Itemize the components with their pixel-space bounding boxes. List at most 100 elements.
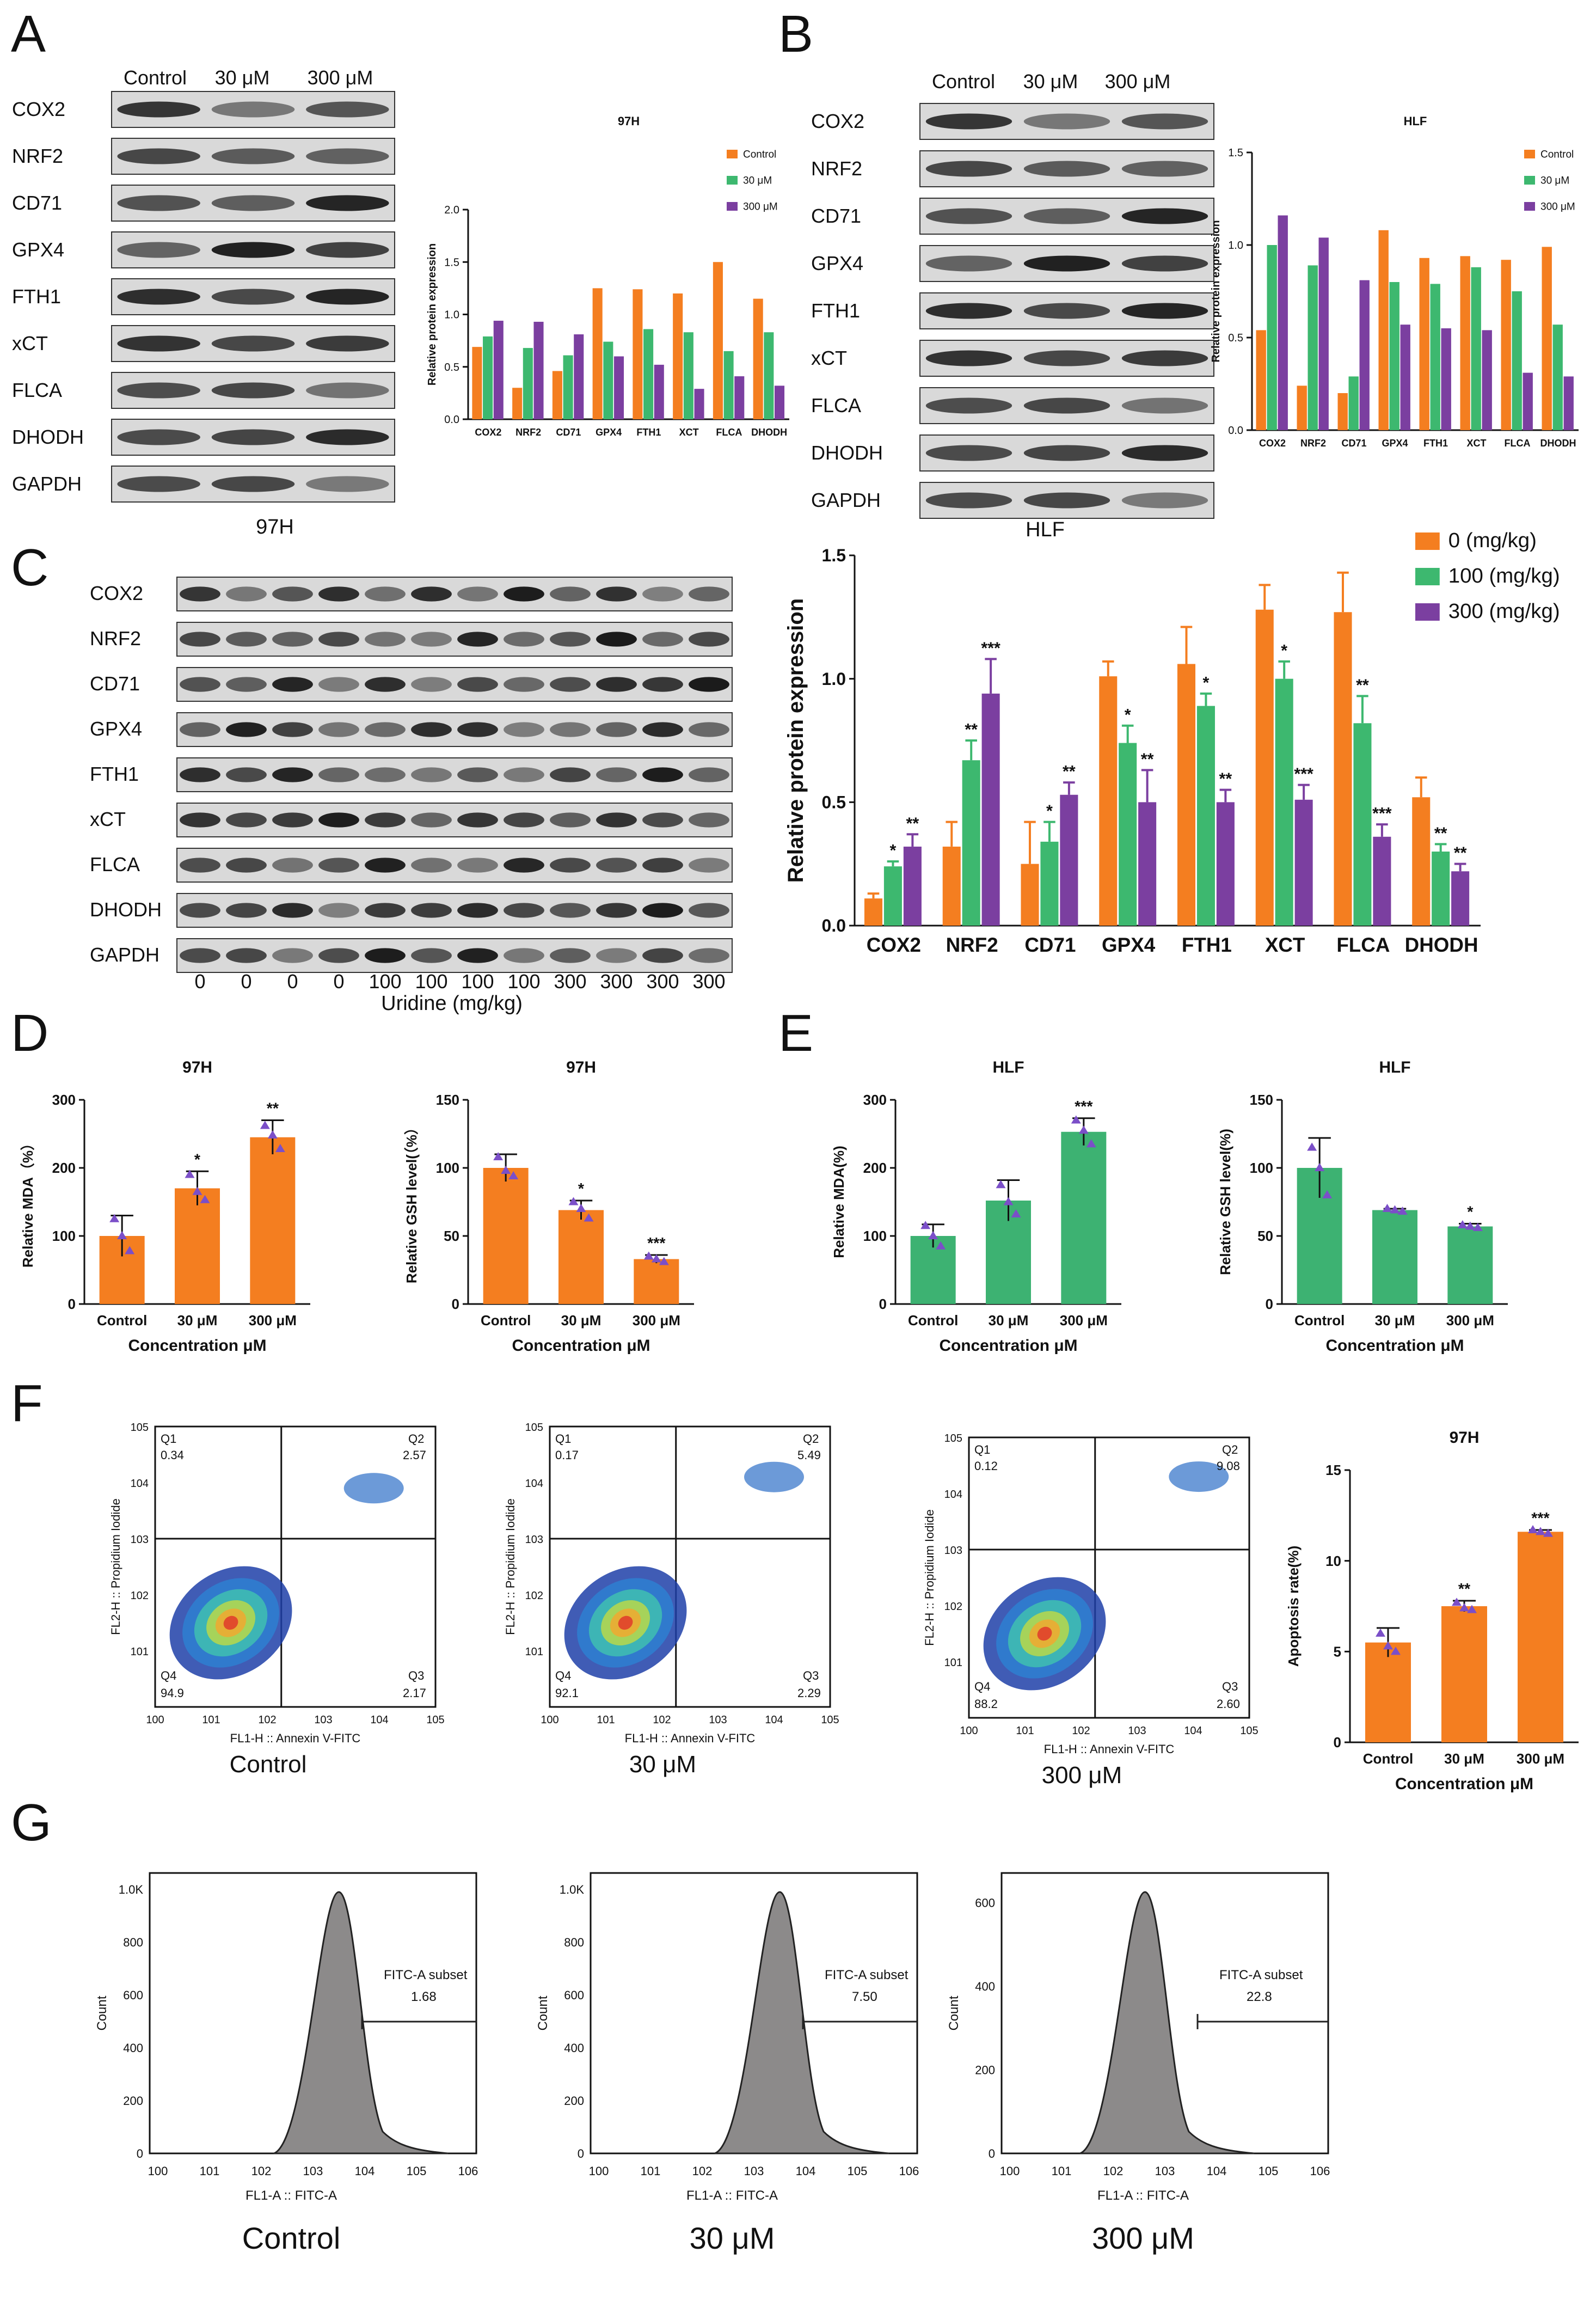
blot-band <box>365 722 406 737</box>
blot-band <box>596 722 637 737</box>
bar <box>1373 836 1391 926</box>
bar <box>1099 676 1118 926</box>
bar <box>1348 376 1359 430</box>
blot-band <box>226 903 267 918</box>
quadrant-name: Q2 <box>408 1432 424 1446</box>
x-tick-label: 30 μM <box>1375 1312 1415 1329</box>
blot-row-label: FTH1 <box>811 299 860 322</box>
blot-band <box>550 767 591 782</box>
y-axis-label: FL2-H :: Propidium Iodide <box>504 1498 517 1635</box>
data-point <box>1536 1527 1545 1535</box>
blot-band <box>180 722 220 737</box>
blot-band <box>596 858 637 873</box>
y-tick-label: 1.0K <box>119 1883 144 1896</box>
blot-band <box>117 429 200 445</box>
y-tick-label: 1.0 <box>1228 240 1243 252</box>
data-point <box>1452 1597 1462 1606</box>
x-tick-label: 300 μM <box>633 1312 680 1329</box>
blot-band <box>272 812 313 828</box>
blot-row-label: GPX4 <box>90 718 142 740</box>
y-tick-label: 101 <box>525 1646 543 1658</box>
y-tick-label: 2.0 <box>444 204 459 216</box>
bar <box>1196 706 1215 926</box>
x-tick-label: CD71 <box>556 427 581 438</box>
y-tick-label: 300 <box>863 1092 887 1108</box>
blot-band <box>925 303 1012 319</box>
quadrant-name: Q4 <box>161 1669 176 1682</box>
blot-band <box>457 586 498 602</box>
significance-label: ** <box>1434 824 1447 842</box>
bar <box>883 866 902 926</box>
quadrant-value: 0.34 <box>161 1448 184 1462</box>
y-tick-label: 100 <box>863 1228 887 1244</box>
blot-band <box>272 903 313 918</box>
y-tick-label: 1.5 <box>1228 147 1243 159</box>
blot-band <box>211 101 295 118</box>
bar <box>1451 871 1470 926</box>
blot-row-label: DHODH <box>90 898 162 921</box>
x-tick-label: 101 <box>202 1714 220 1726</box>
blot-band <box>226 812 267 828</box>
bar <box>1389 282 1399 430</box>
panel-letter-e: E <box>778 1004 813 1062</box>
x-tick-label: 30 μM <box>177 1312 218 1329</box>
gate-label: FITC-A subset <box>384 1968 468 1982</box>
legend-label: 100 (mg/kg) <box>1448 564 1560 587</box>
blot-band <box>411 948 452 963</box>
blot-lane-label: 300 <box>692 970 725 993</box>
data-point <box>1390 1205 1400 1214</box>
blot-lane-label: 300 <box>600 970 633 993</box>
blot-band <box>1023 303 1110 319</box>
histogram-area <box>273 1891 449 2154</box>
blot-row-label: CD71 <box>811 205 861 227</box>
bar-chart-c: 0.0 0.5 1.0 1.5 Relative protein expression C… <box>784 529 1560 956</box>
blot-band <box>226 858 267 873</box>
x-tick-label: GPX4 <box>596 427 622 438</box>
data-point <box>576 1204 586 1212</box>
blot-band <box>211 289 295 305</box>
blot-row-label: GAPDH <box>811 489 881 511</box>
blot-band <box>457 903 498 918</box>
y-tick-label: 200 <box>975 2063 995 2077</box>
plot-caption: Control <box>230 1751 307 1778</box>
blot-lane-label: 100 <box>369 970 401 993</box>
blot-band <box>1023 113 1110 130</box>
western-blot-c: COX2 NRF2 CD71 GPX4 FTH1 xCT FLCA DHODH GAPDH 0 0 0… <box>90 577 733 993</box>
blot-band <box>1023 208 1110 224</box>
blot-band <box>925 161 1012 177</box>
data-point <box>1465 1221 1475 1230</box>
x-axis-label: FL1-H :: Annexin V-FITC <box>625 1731 756 1745</box>
y-tick-label: 103 <box>944 1545 962 1557</box>
histogram-area <box>714 1891 889 2154</box>
data-point <box>568 1197 579 1205</box>
bar <box>1365 1642 1411 1742</box>
histogram-area <box>1079 1891 1255 2154</box>
panel-letter-b: B <box>778 5 813 63</box>
blot-c-xlabel: Uridine (mg/kg) <box>381 992 523 1015</box>
y-tick-label: 105 <box>944 1433 962 1444</box>
x-tick-label: XCT <box>1467 438 1487 449</box>
y-tick-label: 200 <box>52 1160 76 1176</box>
y-tick-label: 102 <box>131 1590 149 1602</box>
x-tick-label: DHODH <box>751 427 787 438</box>
blot-band <box>925 208 1012 224</box>
blot-band <box>306 429 389 445</box>
bar <box>654 364 664 419</box>
legend-swatch <box>1524 202 1535 211</box>
blot-band <box>211 429 295 445</box>
blot-column-label: 30 μM <box>1023 70 1078 93</box>
y-axis-label: Count <box>947 1995 961 2030</box>
gate-value: 7.50 <box>852 1990 877 2004</box>
blot-band <box>211 476 295 492</box>
blot-band <box>689 677 729 692</box>
blot-band <box>117 335 200 352</box>
data-point <box>996 1180 1006 1189</box>
bar <box>1372 1210 1417 1304</box>
y-tick-label: 0.5 <box>1228 332 1243 344</box>
data-point <box>1543 1528 1553 1537</box>
data-point <box>1307 1142 1317 1151</box>
x-tick-label: NRF2 <box>515 427 541 438</box>
y-tick-label: 10 <box>1325 1553 1341 1569</box>
blot-band <box>272 858 313 873</box>
bar <box>1441 1606 1487 1742</box>
